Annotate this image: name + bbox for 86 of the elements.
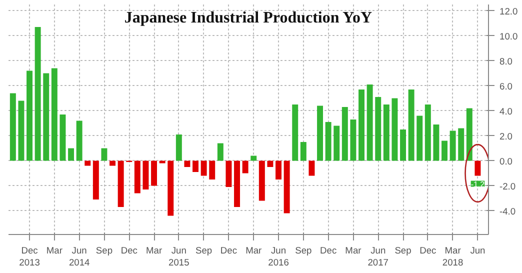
- bar: [267, 160, 274, 167]
- bar: [276, 160, 282, 180]
- bar: [142, 160, 149, 190]
- y-tick-label: 4.0: [500, 106, 512, 116]
- bar: [350, 120, 356, 161]
- bar: [200, 160, 207, 176]
- bar: [450, 130, 456, 161]
- bar: [284, 160, 290, 214]
- x-tick-label: Mar: [246, 246, 262, 256]
- x-tick-label: Jun: [470, 246, 486, 256]
- x-tick-label: Dec: [420, 246, 437, 256]
- x-tick-label: Jun 2015: [168, 246, 190, 268]
- y-tick-label: 0.0: [500, 156, 512, 166]
- bar: [192, 160, 199, 172]
- bar: [358, 90, 364, 161]
- bar: [292, 104, 298, 161]
- bar: [250, 156, 257, 161]
- bar: [43, 73, 50, 161]
- y-tick-label: 8.0: [500, 56, 512, 66]
- bar: [366, 84, 373, 161]
- bar: [168, 160, 174, 216]
- x-tick-label: Dec 2013: [19, 246, 40, 268]
- x-tick-label: Jun 2014: [68, 246, 90, 268]
- x-tick-label: Mar: [146, 246, 162, 256]
- bar: [258, 160, 265, 201]
- bar: [134, 160, 140, 194]
- x-tick-label: Jun 2016: [268, 246, 289, 268]
- bar: [242, 160, 248, 174]
- data-label: -1.2: [470, 180, 486, 189]
- bar: [118, 160, 124, 207]
- bar: [110, 160, 116, 166]
- bar: [76, 120, 82, 161]
- bar: [92, 160, 99, 200]
- y-tick-label: -4.0: [500, 206, 516, 216]
- bar: [34, 27, 41, 161]
- bar: [209, 160, 216, 180]
- bar: [334, 126, 340, 161]
- bar: [383, 104, 390, 161]
- x-tick-label: Sep: [96, 246, 113, 256]
- bar: [416, 116, 423, 161]
- bar: [433, 124, 440, 161]
- x-tick-label: Sep: [196, 246, 212, 256]
- bar: [400, 130, 406, 161]
- x-tick-label: Sep: [394, 246, 412, 256]
- bar: [308, 160, 315, 176]
- bar: [424, 104, 431, 161]
- bar: [26, 70, 33, 161]
- x-tick-label: Dec: [120, 246, 138, 256]
- bar: [60, 114, 66, 161]
- bar: [300, 142, 306, 161]
- bar: [217, 143, 224, 161]
- y-tick-label: -2.0: [500, 181, 516, 192]
- bar: [375, 97, 382, 161]
- y-tick-label: 12.0: [500, 6, 518, 16]
- bar: [84, 160, 91, 166]
- bar: [317, 106, 324, 161]
- bar: [442, 140, 448, 161]
- bar: [51, 68, 58, 161]
- bar: [342, 107, 348, 161]
- bar: [466, 108, 472, 161]
- bar: [184, 160, 190, 167]
- bar: [176, 134, 182, 161]
- bar: [458, 128, 464, 161]
- x-tick-label: Sep: [295, 246, 312, 256]
- bar: [151, 160, 158, 186]
- x-tick-label: Jun 2017: [368, 246, 389, 268]
- bar: [159, 160, 166, 164]
- bar: [474, 160, 481, 176]
- bar: [392, 98, 398, 161]
- chart-title: Japanese Industrial Production YoY: [124, 10, 372, 26]
- x-tick-label: Mar: [46, 246, 62, 256]
- bar: [408, 90, 414, 161]
- x-tick-label: Mar: [345, 246, 362, 256]
- y-tick-label: 10.0: [500, 31, 518, 42]
- y-tick-label: 6.0: [500, 81, 512, 92]
- bar: [10, 93, 16, 161]
- bar: [226, 160, 232, 187]
- y-tick-label: 2.0: [500, 131, 512, 142]
- bar: [68, 148, 74, 161]
- bar: [325, 122, 332, 161]
- x-tick-label: Dec: [320, 246, 337, 256]
- x-tick-label: Mar 2018: [442, 246, 464, 268]
- bar: [101, 148, 108, 161]
- bar: [234, 160, 240, 207]
- bar: [18, 100, 24, 161]
- x-tick-label: Dec: [220, 246, 238, 256]
